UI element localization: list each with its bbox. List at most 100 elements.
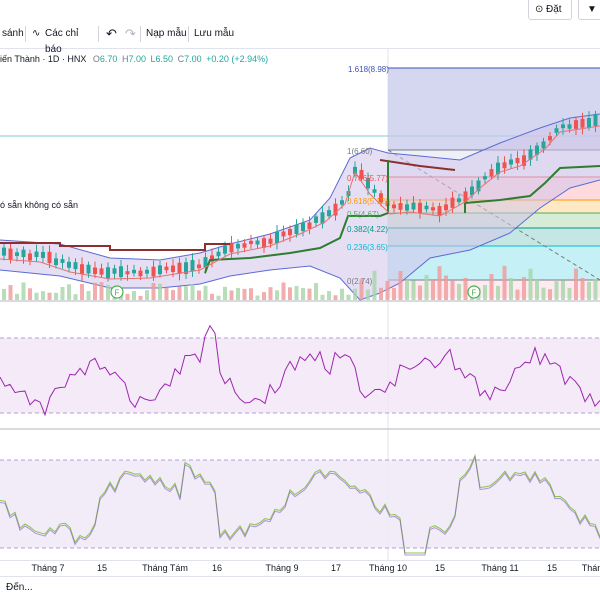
open-value: 6.70 — [99, 54, 118, 64]
rsi-line — [0, 324, 600, 417]
candle-body — [21, 249, 26, 258]
filter-button[interactable]: ▼ — [578, 0, 600, 20]
volume-bar — [41, 291, 45, 300]
volume-bar — [106, 284, 110, 300]
volume-bar — [437, 266, 442, 300]
candle-body — [210, 255, 214, 262]
candle-body — [307, 222, 312, 229]
candle-body — [340, 200, 344, 205]
indicators-button[interactable]: ∿ Các chỉ báo — [32, 26, 96, 55]
volume-bar — [320, 294, 325, 300]
time-axis-label: 15 — [434, 563, 446, 573]
volume-bar — [203, 285, 208, 300]
time-axis[interactable]: Tháng 7 15 Tháng Tám 16 Tháng 9 17 Tháng 10 15 T… — [0, 560, 600, 577]
candle-body — [197, 264, 201, 269]
volume-bar — [307, 288, 312, 300]
candle-body — [366, 177, 370, 189]
time-axis-label: 16 — [211, 563, 223, 573]
fib-level-label: 0.618(5.12) — [347, 197, 388, 206]
candle-body — [132, 269, 136, 274]
fib-level-label: 1.618(8.98) — [348, 65, 389, 74]
volume-bar — [431, 280, 435, 300]
candle-body — [151, 266, 156, 277]
volume-bar — [60, 286, 65, 300]
candle-body — [489, 169, 494, 177]
candle-body — [444, 204, 448, 211]
candle-body — [112, 268, 117, 274]
event-marker — [467, 285, 481, 299]
candle-body — [138, 270, 143, 277]
candle-body — [522, 155, 526, 166]
candle-body — [223, 246, 227, 254]
candle-body — [483, 176, 487, 180]
trend-line-red — [0, 242, 230, 251]
goto-date-button[interactable]: Đến... — [6, 582, 33, 593]
volume-bar — [574, 268, 578, 300]
volume-bar — [509, 278, 513, 300]
candle-body — [535, 145, 539, 155]
trend-line-red — [379, 159, 456, 171]
save-template-button[interactable]: Lưu mẫu — [194, 28, 235, 39]
price-chart[interactable]: 1.618(8.98) 1(6.60) 0.786(5.77) 0.618(5.12)… — [0, 48, 600, 560]
candle-body — [431, 207, 435, 211]
volume-bar — [580, 277, 585, 300]
reset-button[interactable]: ⊙ Đặt lại — [528, 0, 572, 34]
load-template-button[interactable]: Nạp mẫu — [146, 28, 187, 39]
volume-bar — [587, 281, 591, 300]
time-axis-label: 15 — [96, 563, 108, 573]
volume-bar — [236, 288, 240, 300]
candle-body — [476, 180, 481, 192]
chart-toolbar: sánh ∿ Các chỉ báo ↶ ↷ Nạp mẫu Lưu mẫu — [0, 20, 600, 55]
filter-icon: ▼ — [587, 4, 597, 15]
volume-bar — [346, 294, 351, 300]
candle-body — [28, 253, 32, 261]
candle-body — [8, 248, 13, 260]
volume-bar — [223, 286, 227, 300]
volume-bar — [522, 277, 526, 300]
candle-body — [242, 243, 247, 248]
candle-body — [301, 222, 305, 232]
compare-button[interactable]: sánh — [2, 28, 24, 39]
volume-bar — [567, 287, 572, 300]
volume-bar — [54, 292, 58, 300]
time-axis-label: Thán — [581, 563, 600, 573]
candle-body — [216, 251, 221, 257]
volume-bar — [2, 288, 6, 300]
volume-bar — [541, 287, 546, 300]
volume-bar — [210, 293, 214, 300]
reset-icon: ⊙ — [535, 4, 544, 15]
undo-icon[interactable]: ↶ — [106, 26, 117, 41]
volume-bar — [496, 285, 500, 300]
volume-bar — [301, 288, 305, 300]
candle-body — [2, 247, 6, 256]
volume-bar — [125, 293, 130, 300]
candle-body — [574, 120, 578, 129]
candle-body — [509, 159, 513, 165]
volume-bar — [190, 284, 195, 300]
candle-body — [496, 162, 500, 175]
toolbar-divider — [140, 26, 141, 42]
redo-icon[interactable]: ↷ — [125, 26, 136, 41]
candle-body — [34, 251, 39, 258]
volume-bar — [184, 286, 188, 300]
candle-body — [275, 231, 279, 244]
volume-bar — [28, 288, 32, 300]
volume-bar — [457, 283, 461, 300]
candle-body — [450, 197, 455, 208]
candle-body — [470, 186, 474, 196]
volume-bar — [548, 289, 552, 300]
volume-bar — [164, 287, 169, 300]
volume-bar — [47, 292, 52, 300]
candle-body — [47, 251, 52, 264]
candle-body — [528, 149, 533, 160]
oscillator-zone — [0, 460, 600, 548]
oscillator-signal-line — [0, 453, 600, 554]
candle-body — [294, 224, 299, 234]
volume-bar — [424, 275, 429, 300]
candle-body — [548, 136, 552, 141]
symbol-name[interactable]: iến Thành · 1D · HNX — [0, 54, 87, 64]
indicators-icon: ∿ — [32, 28, 41, 39]
time-axis-label: 17 — [330, 563, 342, 573]
fib-level-label: 1(6.60) — [347, 147, 373, 156]
candle-body — [164, 266, 169, 271]
